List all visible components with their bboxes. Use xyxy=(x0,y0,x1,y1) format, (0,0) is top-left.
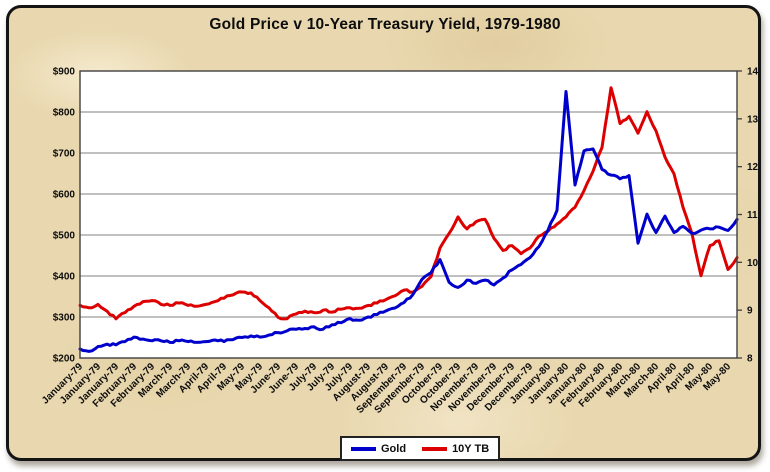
svg-text:$700: $700 xyxy=(53,149,76,160)
treasury-series-label: 10Y TB xyxy=(452,442,490,455)
svg-text:10: 10 xyxy=(747,258,759,269)
svg-text:$800: $800 xyxy=(53,108,76,119)
svg-text:13: 13 xyxy=(747,114,759,125)
svg-text:$600: $600 xyxy=(53,190,76,201)
treasury-series-swatch xyxy=(422,446,448,451)
svg-text:12: 12 xyxy=(747,162,759,173)
legend: Gold 10Y TB xyxy=(340,436,501,461)
svg-text:8: 8 xyxy=(747,354,753,365)
gold-series-label: Gold xyxy=(381,442,407,455)
svg-text:$900: $900 xyxy=(53,67,76,78)
chart-title: Gold Price v 10-Year Treasury Yield, 197… xyxy=(209,16,561,33)
svg-text:$200: $200 xyxy=(53,354,76,365)
svg-text:$500: $500 xyxy=(53,231,76,242)
gold-series-swatch xyxy=(351,446,376,451)
svg-text:9: 9 xyxy=(747,306,753,317)
svg-text:$400: $400 xyxy=(53,272,76,283)
svg-text:$300: $300 xyxy=(53,313,76,324)
svg-text:11: 11 xyxy=(747,210,758,221)
svg-text:14: 14 xyxy=(747,67,759,78)
